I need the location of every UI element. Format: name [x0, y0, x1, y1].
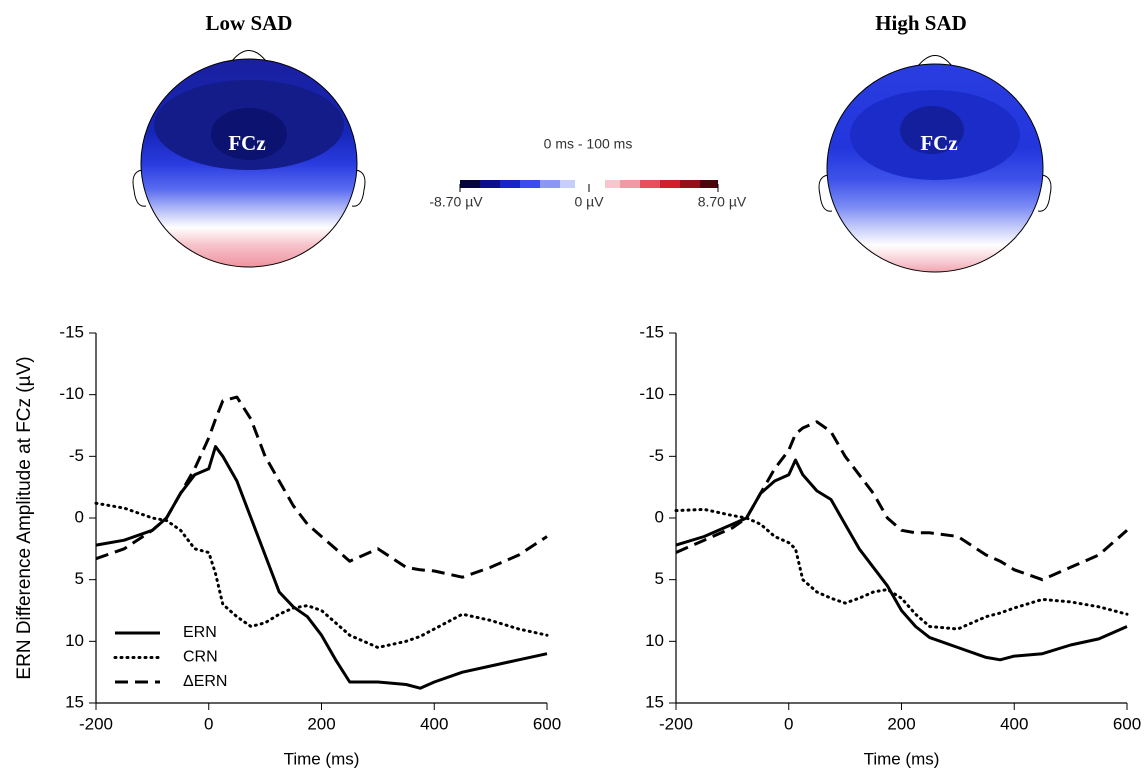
topomap-title: Low SAD — [206, 11, 293, 35]
legend: ERN CRN ΔERN — [113, 624, 227, 690]
y-tick-label: -15 — [639, 322, 664, 341]
nose — [231, 50, 267, 62]
head-outline — [826, 63, 1044, 273]
series-line — [94, 501, 549, 649]
colorbar-segment — [540, 180, 560, 188]
y-tick-label: 15 — [65, 692, 84, 711]
series-line — [675, 458, 1128, 662]
x-tick-label: -200 — [79, 714, 113, 733]
y-tick-label: 15 — [645, 692, 664, 711]
x-tick-label: 200 — [887, 714, 915, 733]
colorbar: 0 ms - 100 ms -8.70 µV 0 µV 8.70 µV — [429, 136, 747, 210]
colorbar-label: 8.70 µV — [698, 194, 747, 210]
topomap-right: High SAD FCz — [818, 11, 1052, 273]
y-tick-label: 10 — [65, 631, 84, 650]
line-chart: -15 -10 -5 0 5 10 15 -200 0 200 400 600 Time (ms) — [639, 322, 1141, 768]
y-tick-label: -10 — [59, 384, 84, 403]
colorbar-segment — [620, 180, 640, 188]
y-tick-label: -15 — [59, 322, 84, 341]
colorbar-segment — [700, 180, 718, 188]
nose — [917, 55, 953, 67]
colorbar-segment — [520, 180, 540, 188]
electrode-label: FCz — [920, 131, 957, 155]
y-axis-label: ERN Difference Amplitude at FCz (µV) — [14, 356, 35, 679]
y-tick-label: 0 — [75, 507, 84, 526]
y-tick-label: -5 — [69, 446, 84, 465]
x-tick-label: 400 — [420, 714, 448, 733]
colorbar-title: 0 ms - 100 ms — [544, 136, 633, 152]
colorbar-label: -8.70 µV — [429, 194, 483, 210]
x-tick-label: 0 — [204, 714, 213, 733]
series-line — [675, 420, 1128, 582]
series-line — [95, 395, 548, 579]
colorbar-segment — [660, 180, 680, 188]
colorbar-segment — [605, 180, 620, 188]
x-axis-label: Time (ms) — [284, 749, 360, 768]
colorbar-segment — [460, 180, 480, 188]
series-line — [95, 445, 548, 690]
y-tick-label: 5 — [75, 569, 84, 588]
x-tick-label: 600 — [1113, 714, 1141, 733]
colorbar-segment — [560, 180, 575, 188]
y-tick-label: -10 — [639, 384, 664, 403]
x-tick-label: 0 — [784, 714, 793, 733]
y-tick-label: -5 — [649, 446, 664, 465]
series-line — [674, 507, 1129, 631]
x-tick-label: -200 — [659, 714, 693, 733]
colorbar-segment — [640, 180, 660, 188]
legend-label: ΔERN — [183, 673, 227, 690]
colorbar-segment — [500, 180, 520, 188]
topomap-left: Low SAD FCz — [132, 11, 366, 268]
topomap-title: High SAD — [875, 11, 967, 35]
y-tick-label: 0 — [655, 507, 664, 526]
line-chart: -15 -10 -5 0 5 10 15 -200 0 200 400 600 Time (ms) ERN… — [14, 322, 561, 768]
colorbar-segment — [480, 180, 500, 188]
electrode-label: FCz — [228, 131, 265, 155]
negativity — [900, 106, 964, 154]
y-tick-label: 10 — [645, 631, 664, 650]
colorbar-segment — [680, 180, 700, 188]
negativity — [211, 108, 287, 160]
x-tick-label: 400 — [1000, 714, 1028, 733]
legend-label: ERN — [183, 624, 217, 641]
y-tick-label: 5 — [655, 569, 664, 588]
x-tick-label: 200 — [307, 714, 335, 733]
x-tick-label: 600 — [533, 714, 561, 733]
legend-label: CRN — [183, 649, 218, 666]
head-outline — [140, 58, 358, 268]
x-axis-label: Time (ms) — [864, 749, 940, 768]
colorbar-label: 0 µV — [574, 194, 604, 210]
